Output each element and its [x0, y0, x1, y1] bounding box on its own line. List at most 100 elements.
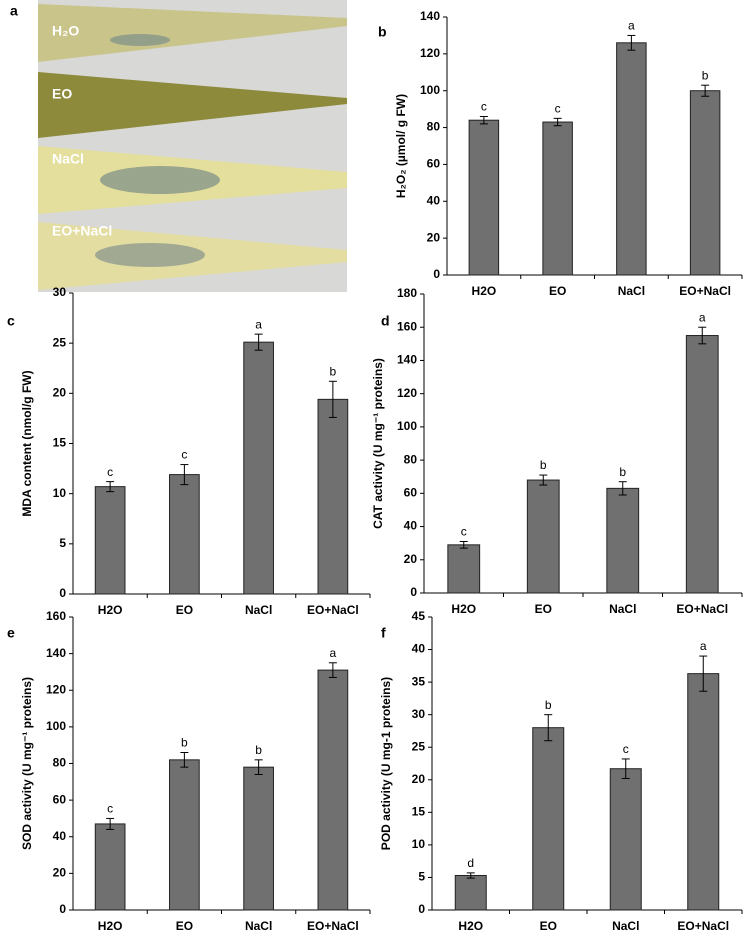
- significance-letter: c: [481, 100, 487, 114]
- y-axis-label: SOD activity (U mg⁻¹ proteins): [20, 677, 34, 850]
- bar: [468, 119, 500, 276]
- y-axis-label: POD activity (U mg-1 proteins): [379, 677, 393, 850]
- y-tick-label: 20: [427, 230, 441, 244]
- bar: [447, 544, 481, 594]
- y-tick-label: 140: [420, 9, 440, 23]
- x-tick-label: NaCl: [618, 284, 645, 298]
- y-tick-label: 40: [412, 642, 426, 656]
- x-tick-label: EO: [176, 919, 193, 933]
- x-tick-label: EO+NaCl: [307, 919, 359, 933]
- y-tick-label: 80: [404, 452, 418, 466]
- bar: [609, 768, 642, 911]
- y-tick-label: 45: [412, 609, 426, 623]
- bar: [689, 90, 721, 276]
- y-tick-label: 80: [53, 756, 67, 770]
- x-tick-label: EO+NaCl: [676, 602, 728, 616]
- y-axis-label: CAT activity (U mg⁻¹ proteins): [371, 358, 385, 529]
- significance-letter: d: [467, 856, 474, 870]
- y-tick-label: 140: [397, 353, 417, 367]
- bar: [454, 874, 487, 911]
- significance-letter: b: [255, 743, 262, 757]
- x-tick-label: NaCl: [609, 602, 636, 616]
- y-tick-label: 30: [412, 707, 426, 721]
- y-tick-label: 35: [412, 674, 426, 688]
- panel-label: b: [378, 24, 387, 40]
- significance-letter: c: [623, 742, 629, 756]
- y-tick-label: 0: [410, 585, 417, 599]
- bar: [243, 766, 274, 911]
- y-tick-label: 25: [412, 739, 426, 753]
- significance-letter: c: [461, 525, 467, 539]
- significance-letter: b: [702, 68, 709, 82]
- x-tick-label: H2O: [98, 603, 123, 617]
- bar: [94, 823, 126, 911]
- panel-label: d: [381, 313, 390, 329]
- x-tick-label: EO: [176, 603, 193, 617]
- y-tick-label: 10: [412, 837, 426, 851]
- x-tick-label: EO: [549, 284, 566, 298]
- y-tick-label: 120: [420, 46, 440, 60]
- y-tick-label: 60: [53, 792, 67, 806]
- leaf-label: EO+NaCl: [52, 223, 112, 239]
- y-tick-label: 20: [53, 386, 67, 400]
- x-tick-label: EO+NaCl: [307, 603, 359, 617]
- y-tick-label: 20: [404, 552, 418, 566]
- x-tick-label: NaCl: [612, 919, 639, 933]
- y-tick-label: 120: [46, 682, 66, 696]
- y-tick-label: 100: [46, 719, 66, 733]
- y-axis-label: H₂O₂ (µmol/ g FW): [394, 94, 408, 198]
- panel-label: a: [10, 3, 18, 19]
- panel-label: e: [7, 625, 15, 641]
- significance-letter: a: [330, 646, 337, 660]
- y-tick-label: 0: [433, 267, 440, 281]
- y-tick-label: 0: [418, 902, 425, 916]
- bar: [169, 474, 200, 595]
- significance-letter: c: [555, 102, 561, 116]
- significance-letter: a: [700, 639, 707, 653]
- stain: [100, 166, 220, 194]
- x-tick-label: NaCl: [245, 919, 272, 933]
- bar: [94, 486, 126, 595]
- y-tick-label: 20: [412, 772, 426, 786]
- significance-letter: a: [255, 317, 262, 331]
- y-tick-label: 40: [53, 829, 67, 843]
- y-tick-label: 60: [404, 486, 418, 500]
- significance-letter: c: [181, 448, 187, 462]
- significance-letter: b: [181, 736, 188, 750]
- x-tick-label: EO: [535, 602, 552, 616]
- significance-letter: b: [545, 698, 552, 712]
- y-tick-label: 80: [427, 120, 441, 134]
- bar: [526, 479, 560, 594]
- x-tick-label: EO+NaCl: [677, 919, 729, 933]
- x-tick-label: H2O: [451, 602, 476, 616]
- significance-letter: a: [699, 310, 706, 324]
- y-tick-label: 30: [53, 285, 67, 299]
- bar: [542, 121, 573, 276]
- x-tick-label: NaCl: [245, 603, 272, 617]
- bar: [317, 398, 349, 595]
- significance-letter: c: [107, 802, 113, 816]
- x-tick-label: EO+NaCl: [679, 284, 731, 298]
- panel-label: f: [381, 625, 386, 641]
- bar: [243, 341, 274, 595]
- stain: [110, 34, 170, 46]
- y-tick-label: 0: [59, 586, 66, 600]
- bar: [687, 673, 720, 911]
- leaf-label: EO: [52, 86, 72, 102]
- bar: [606, 487, 640, 594]
- y-tick-label: 5: [418, 870, 425, 884]
- bar: [616, 42, 647, 276]
- y-tick-label: 160: [397, 319, 417, 333]
- y-tick-label: 100: [397, 419, 417, 433]
- y-tick-label: 180: [397, 286, 417, 300]
- y-tick-label: 60: [427, 157, 441, 171]
- y-tick-label: 5: [59, 536, 66, 550]
- leaf: [38, 222, 347, 290]
- y-tick-label: 100: [420, 83, 440, 97]
- significance-letter: b: [330, 364, 337, 378]
- stain: [95, 243, 205, 267]
- y-tick-label: 20: [53, 866, 67, 880]
- y-tick-label: 15: [412, 805, 426, 819]
- y-tick-label: 140: [46, 646, 66, 660]
